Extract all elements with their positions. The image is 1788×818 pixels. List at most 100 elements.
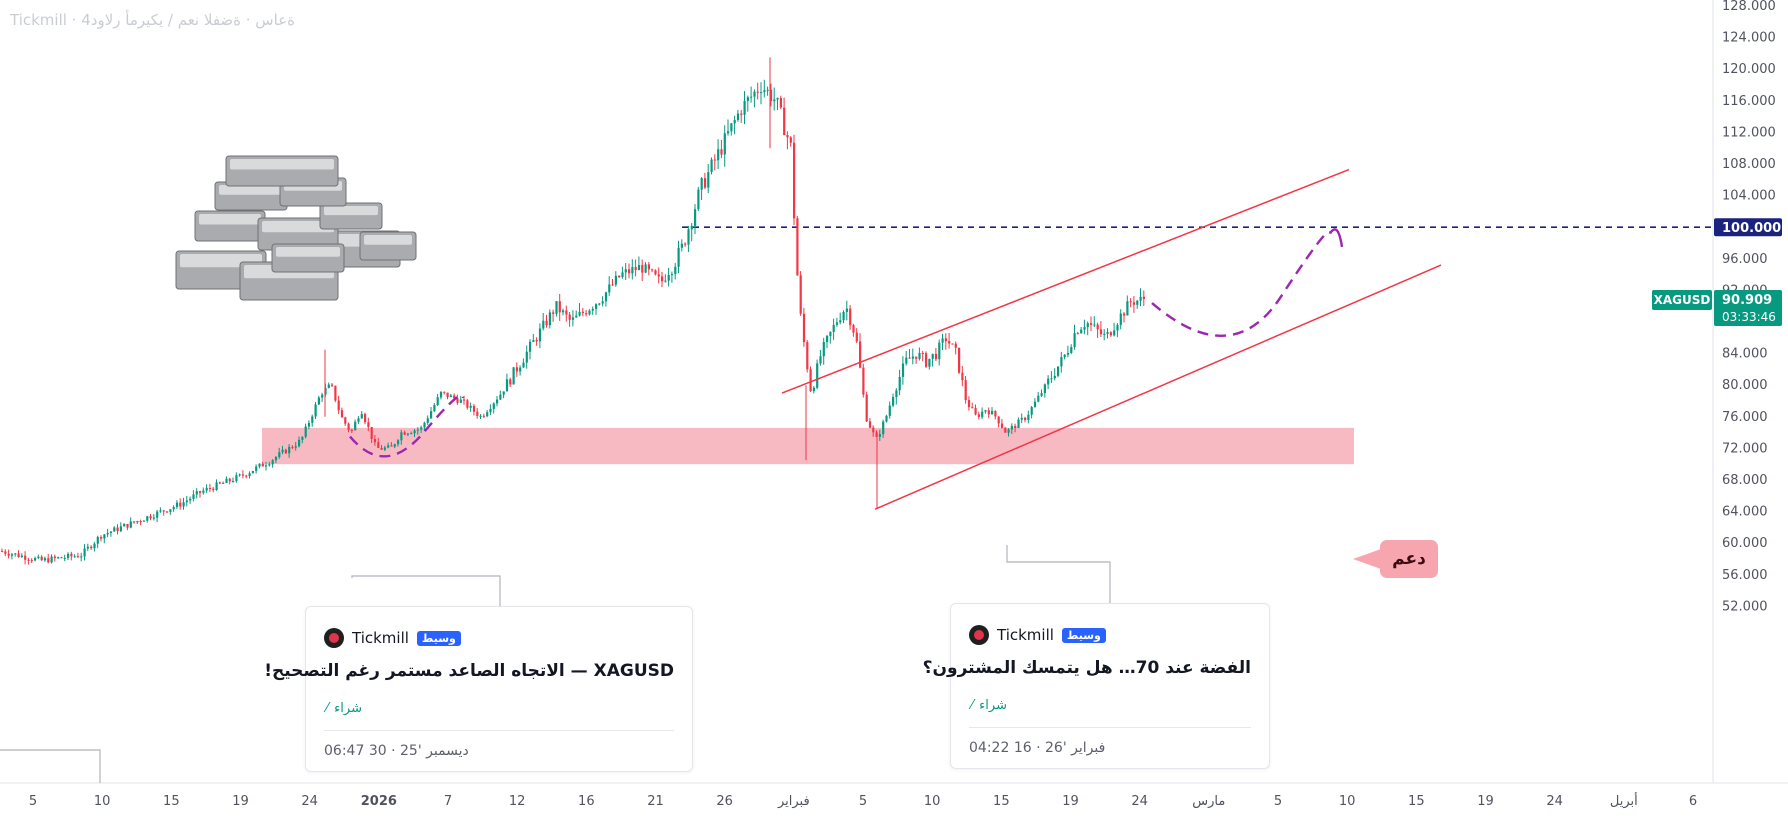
idea-connector bbox=[351, 575, 501, 606]
candle-body bbox=[621, 272, 624, 278]
candle-body bbox=[166, 511, 169, 513]
candle-body bbox=[595, 304, 598, 309]
candle-body bbox=[76, 556, 80, 558]
candle-body bbox=[106, 532, 109, 535]
candle-body bbox=[578, 311, 581, 316]
candle-body bbox=[756, 91, 759, 93]
candle-body bbox=[156, 511, 159, 518]
candle-body bbox=[670, 274, 674, 276]
idea-card-2[interactable]: Tickmill وسيط الفضة عند 70… هل يتمسك الم… bbox=[923, 603, 1270, 769]
candle-body bbox=[1119, 313, 1122, 325]
candle-body bbox=[281, 449, 284, 453]
idea-signal: ⁄ شراء bbox=[971, 698, 1007, 713]
idea-card-1[interactable]: Tickmill وسيط XAGUSD — الاتجاه الصاعد مس… bbox=[264, 606, 693, 772]
candle-body bbox=[776, 97, 779, 100]
price-tick-label: 124.000 bbox=[1722, 31, 1776, 46]
candle-body bbox=[677, 247, 680, 267]
candle-body bbox=[842, 311, 845, 321]
candle-body bbox=[1106, 332, 1109, 334]
candle-body bbox=[205, 487, 208, 491]
price-tick-label: 116.000 bbox=[1722, 94, 1776, 109]
candle-body bbox=[674, 266, 677, 275]
candle-body bbox=[63, 557, 66, 559]
candle-body bbox=[637, 265, 641, 271]
price-tick-label: 112.000 bbox=[1722, 125, 1776, 140]
candle-body bbox=[611, 284, 614, 286]
candle-body bbox=[182, 502, 185, 507]
candle-body bbox=[1113, 330, 1116, 336]
candle-body bbox=[73, 556, 76, 558]
candle-body bbox=[618, 275, 621, 278]
idea-card-header: Tickmill وسيط bbox=[324, 627, 461, 649]
candle-body bbox=[822, 341, 825, 357]
idea-author[interactable]: Tickmill bbox=[997, 626, 1054, 644]
candle-body bbox=[766, 89, 769, 91]
candle-body bbox=[667, 274, 670, 281]
time-tick-label: 7 bbox=[444, 794, 452, 809]
time-tick-label: 10 bbox=[94, 794, 111, 809]
candle-body bbox=[129, 521, 132, 528]
candle-body bbox=[736, 113, 740, 120]
candle-body bbox=[743, 100, 746, 115]
idea-title[interactable]: XAGUSD — الاتجاه الصاعد مستمر رغم التصحي… bbox=[264, 661, 674, 681]
candle-body bbox=[380, 447, 383, 450]
candle-body bbox=[307, 422, 311, 427]
price-tick-label: 104.000 bbox=[1722, 189, 1776, 204]
candle-body bbox=[898, 376, 901, 391]
candle-body bbox=[1043, 384, 1046, 394]
candle-body bbox=[14, 553, 17, 555]
candle-body bbox=[17, 553, 20, 558]
idea-title[interactable]: الفضة عند 70… هل يتمسك المشترون؟ bbox=[922, 658, 1251, 678]
price-tick-label: 128.000 bbox=[1722, 0, 1776, 14]
time-tick-label: 21 bbox=[647, 794, 664, 809]
price-tick-label: 60.000 bbox=[1722, 536, 1768, 551]
candle-body bbox=[515, 367, 518, 372]
candle-body bbox=[1123, 313, 1126, 316]
time-tick-label: 10 bbox=[1339, 794, 1356, 809]
candle-body bbox=[585, 313, 588, 315]
candle-body bbox=[1090, 323, 1093, 325]
channel-line bbox=[781, 168, 1350, 394]
time-tick-label: 5 bbox=[859, 794, 867, 809]
candle-body bbox=[845, 308, 848, 312]
candle-body bbox=[793, 142, 796, 219]
candle-body bbox=[1109, 332, 1112, 336]
silver-bar-highlight bbox=[262, 221, 334, 233]
candle-body bbox=[558, 301, 561, 313]
candle-body bbox=[245, 475, 248, 477]
pencil-icon: ⁄ bbox=[971, 698, 974, 713]
candle-body bbox=[90, 546, 93, 549]
time-tick-label: 2026 bbox=[361, 794, 397, 809]
candle-body bbox=[334, 385, 337, 401]
idea-author[interactable]: Tickmill bbox=[352, 629, 409, 647]
candle-body bbox=[604, 292, 608, 302]
candle-body bbox=[218, 482, 221, 484]
candle-body bbox=[1033, 401, 1037, 408]
candle-body bbox=[317, 397, 320, 405]
candle-body bbox=[212, 488, 215, 491]
candle-body bbox=[1063, 354, 1066, 358]
card-divider bbox=[969, 727, 1251, 728]
candle-body bbox=[472, 405, 476, 412]
candle-body bbox=[304, 426, 307, 437]
candle-body bbox=[1027, 414, 1030, 420]
candle-body bbox=[492, 403, 495, 409]
projection-curve-small bbox=[349, 394, 465, 458]
candle-body bbox=[819, 356, 822, 364]
candle-body bbox=[661, 276, 664, 282]
candle-body bbox=[984, 410, 987, 412]
candle-body bbox=[96, 536, 99, 544]
candle-body bbox=[994, 410, 997, 417]
candle-body bbox=[1070, 347, 1073, 353]
candle-body bbox=[644, 264, 647, 273]
candle-body bbox=[459, 399, 462, 403]
candle-body bbox=[687, 229, 690, 245]
candle-body bbox=[529, 341, 532, 352]
candle-body bbox=[1132, 302, 1136, 305]
candle-body bbox=[268, 464, 271, 466]
candle-body bbox=[179, 502, 182, 507]
candle-body bbox=[703, 178, 707, 188]
author-level-badge: وسيط bbox=[1061, 627, 1106, 643]
candle-body bbox=[57, 557, 60, 559]
